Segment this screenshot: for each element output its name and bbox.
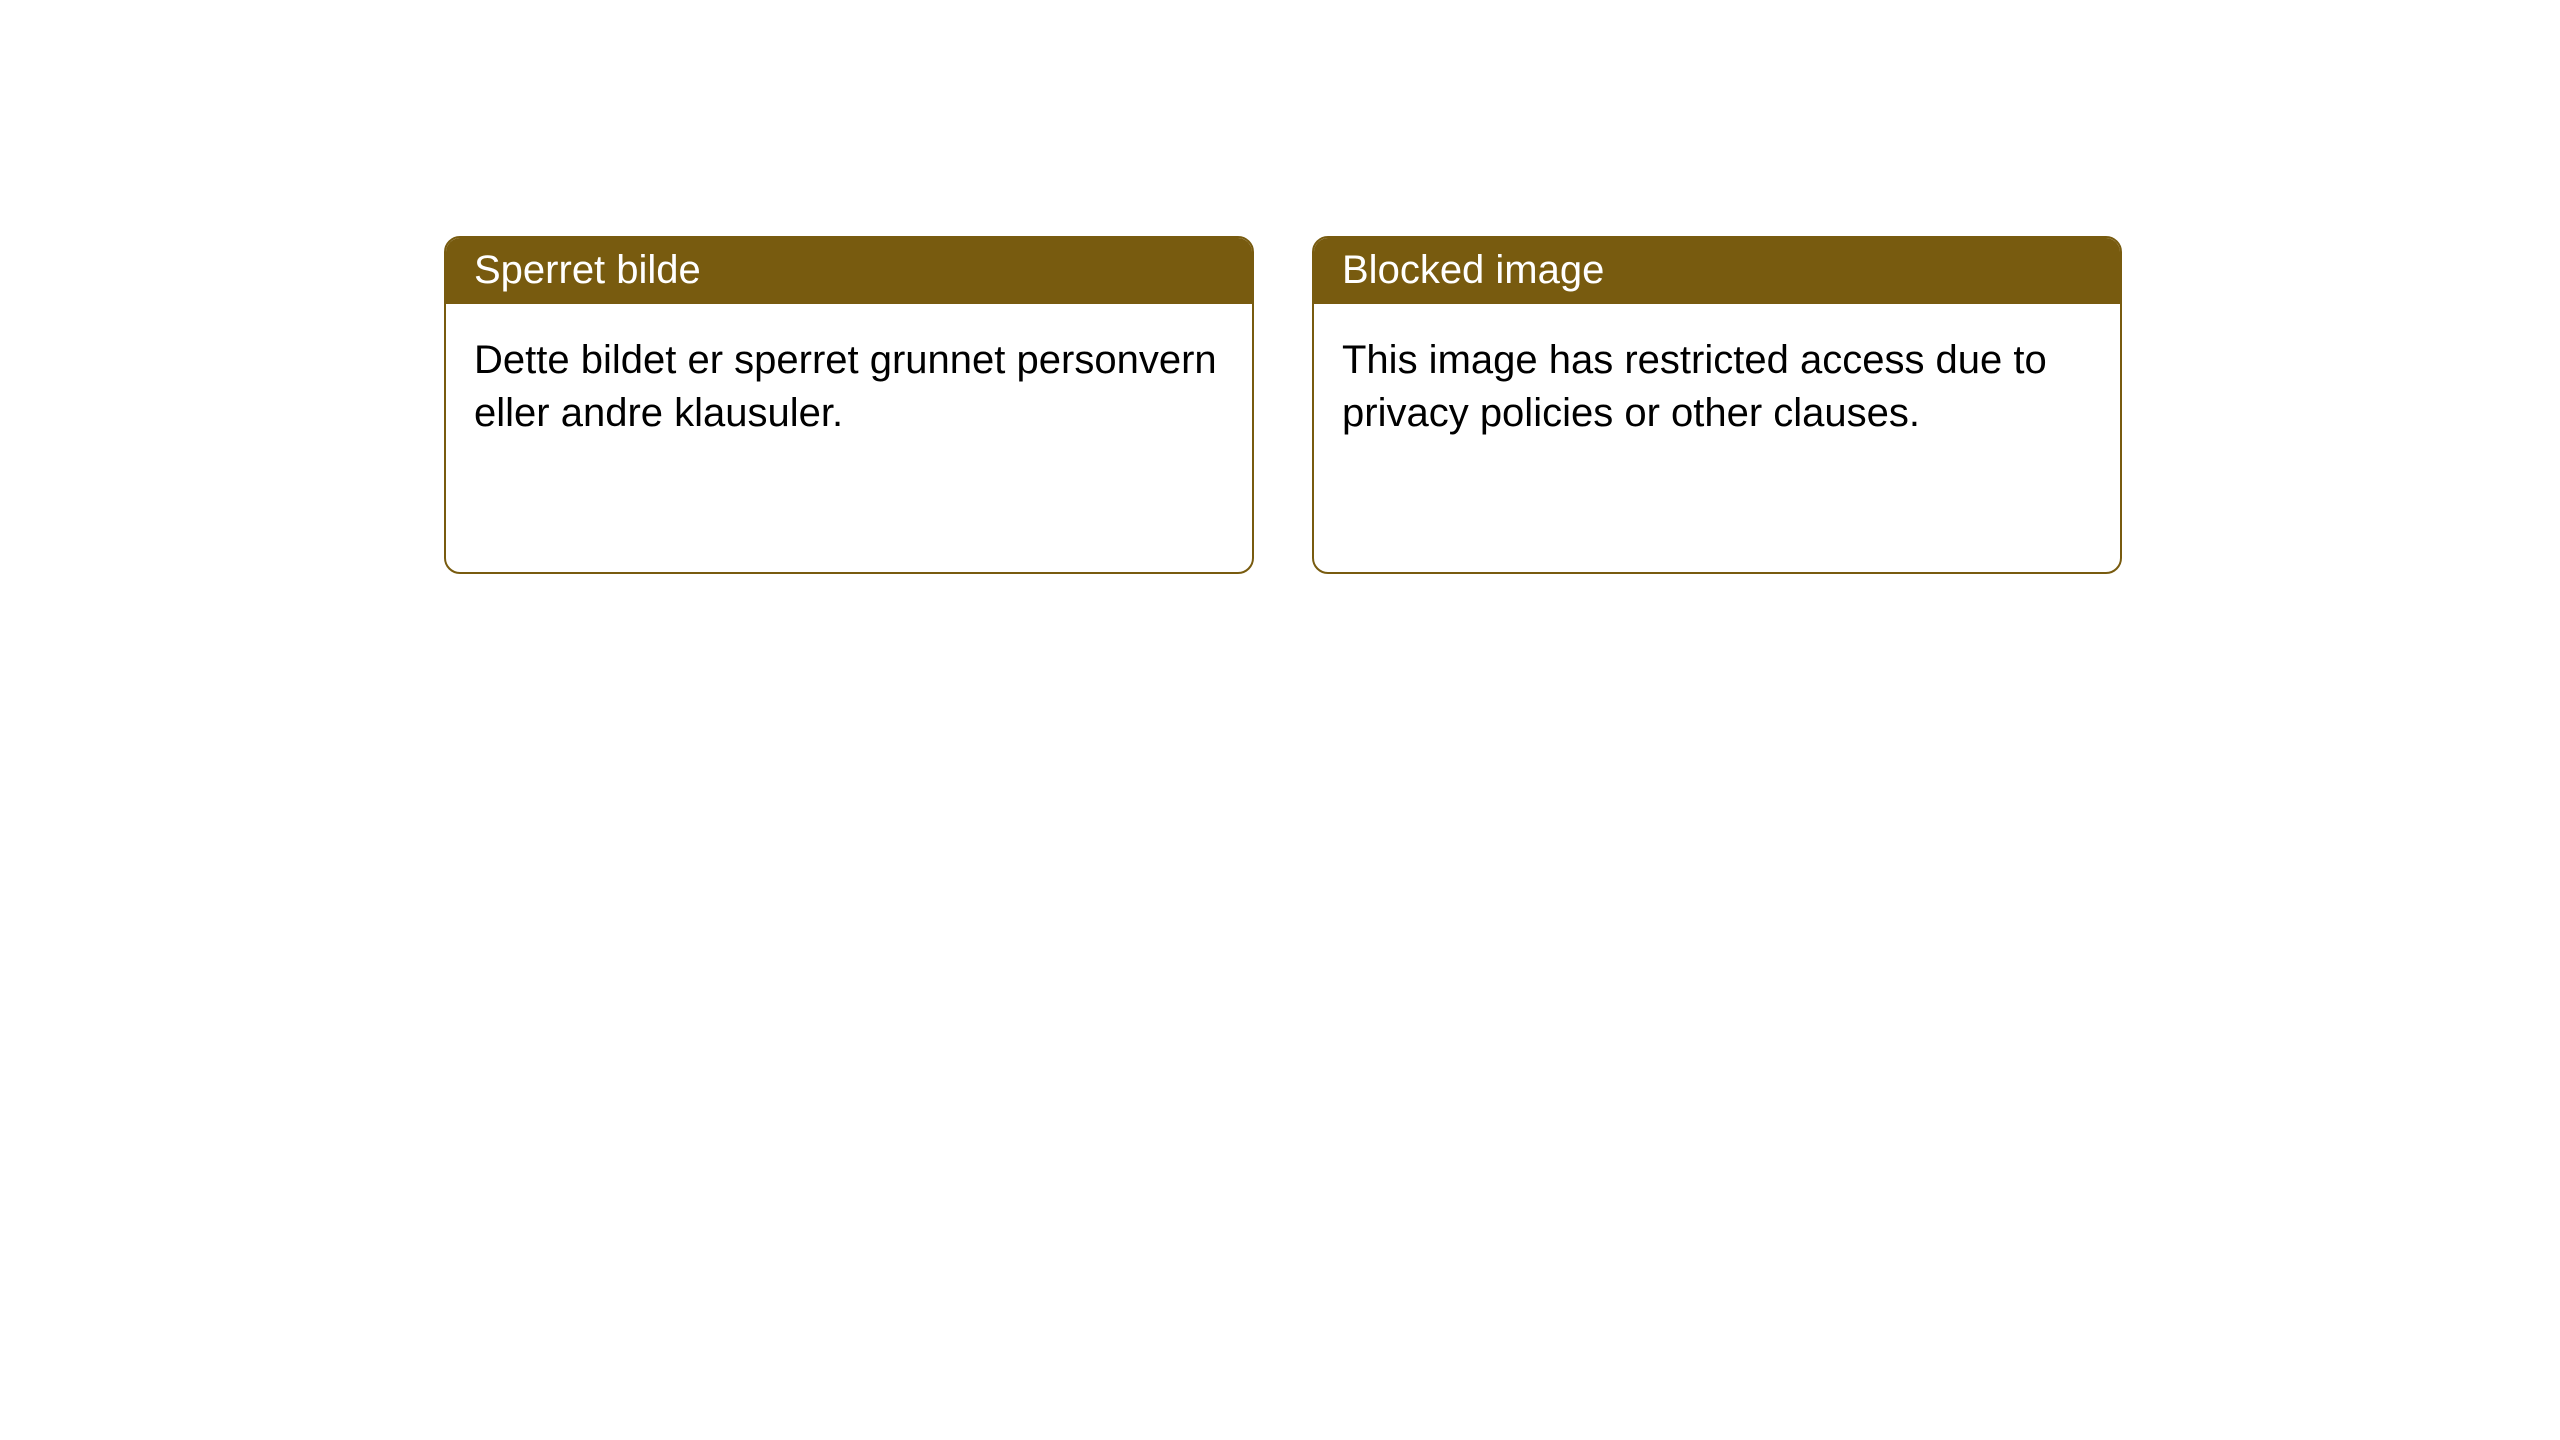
notice-card-body: Dette bildet er sperret grunnet personve… xyxy=(446,304,1252,470)
notice-card-title: Blocked image xyxy=(1314,238,2120,304)
notice-card-en: Blocked image This image has restricted … xyxy=(1312,236,2122,574)
notice-card-no: Sperret bilde Dette bildet er sperret gr… xyxy=(444,236,1254,574)
notice-cards-row: Sperret bilde Dette bildet er sperret gr… xyxy=(444,236,2122,574)
notice-card-title: Sperret bilde xyxy=(446,238,1252,304)
notice-card-body: This image has restricted access due to … xyxy=(1314,304,2120,470)
